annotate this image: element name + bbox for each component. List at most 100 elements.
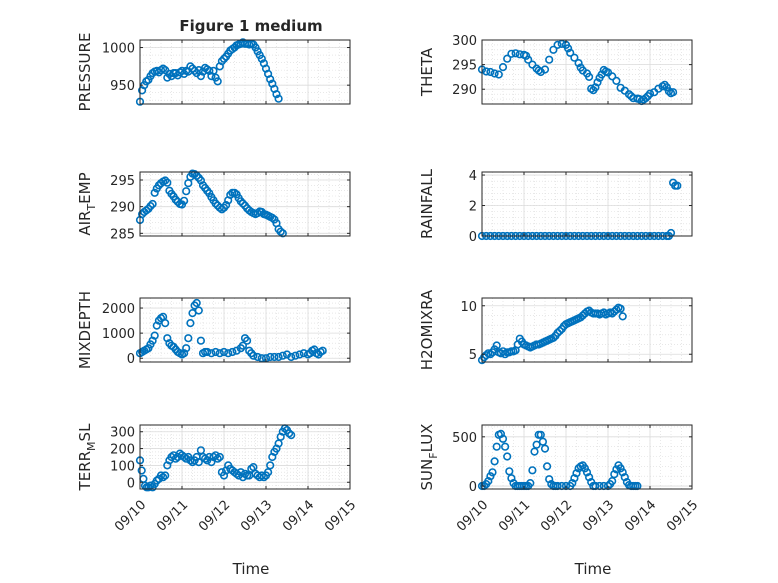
y-tick-label: 1000	[102, 42, 135, 57]
data-point	[274, 352, 283, 362]
y-tick-label: 290	[110, 201, 135, 216]
data-point	[492, 442, 501, 451]
data-point	[266, 352, 275, 362]
panel-h2omixra: 5 10 H2OMIXRA	[418, 289, 693, 370]
data-point	[673, 181, 682, 190]
data-point	[196, 336, 205, 345]
axes-box	[481, 171, 693, 237]
y-tick-label: 300	[452, 34, 477, 49]
data-point	[501, 442, 510, 451]
data-point	[488, 468, 497, 477]
data-point	[266, 75, 275, 84]
data-point	[616, 304, 625, 313]
data-point	[566, 48, 575, 57]
data-point	[608, 72, 617, 81]
x-tick-label: 09/12	[538, 498, 575, 535]
x-tick-label: 09/10	[454, 498, 491, 535]
y-tick-label: 290	[452, 83, 477, 98]
data-point	[555, 326, 564, 336]
data-point	[137, 466, 146, 475]
data-point	[161, 176, 170, 185]
data-point	[196, 71, 205, 81]
y-tick-label: 5	[469, 348, 477, 363]
y-tick-label: 1000	[102, 327, 135, 342]
x-tick-label: 09/12	[196, 498, 233, 535]
data-point	[213, 77, 222, 86]
x-axis-label-right: Time	[574, 560, 612, 578]
data-point	[186, 319, 195, 328]
data-point	[161, 319, 170, 328]
data-point	[498, 62, 508, 72]
data-point	[612, 305, 621, 314]
y-axis-label: H2OMIXRA	[418, 289, 436, 370]
data-point	[146, 202, 155, 211]
data-point	[641, 93, 650, 103]
axes-box	[139, 297, 351, 363]
data-point	[503, 452, 512, 461]
panel-theta: 290 295 300 THETA	[418, 34, 693, 106]
data-point	[511, 49, 520, 58]
data-point	[163, 178, 172, 187]
data-point	[570, 53, 579, 62]
data-point	[222, 201, 231, 210]
y-tick-label: 0	[469, 230, 477, 245]
data-point	[593, 78, 602, 87]
data-point	[318, 346, 327, 355]
y-tick-label: 0	[127, 476, 135, 491]
data-point	[150, 331, 159, 340]
data-point	[563, 44, 573, 53]
data-point	[224, 349, 233, 358]
data-point	[549, 45, 558, 54]
data-point	[295, 350, 304, 359]
data-point	[645, 89, 655, 98]
data-point	[545, 55, 554, 64]
y-tick-label: 295	[452, 59, 477, 74]
data-point	[243, 336, 252, 345]
y-axis-label: AIRTEMP	[76, 172, 98, 235]
y-axis-label: PRESSURE	[76, 33, 94, 112]
data-point	[498, 434, 508, 443]
data-point	[266, 461, 275, 470]
data-point	[194, 306, 203, 315]
y-axis-label: TERRMSL	[76, 423, 98, 492]
data-point	[528, 466, 537, 475]
data-point	[270, 352, 279, 362]
data-point	[526, 479, 535, 488]
data-point	[287, 431, 296, 440]
data-point	[186, 62, 195, 71]
panel-air-temp: 285 290 295 AIRTEMP	[76, 169, 351, 242]
data-point	[557, 39, 566, 49]
data-point	[217, 56, 226, 66]
data-point	[584, 72, 594, 81]
data-point	[532, 440, 541, 449]
axes-box	[139, 171, 351, 237]
y-axis-label: MIXDEPTH	[76, 291, 94, 369]
data-point	[490, 457, 499, 466]
data-point	[180, 196, 189, 205]
data-point	[553, 40, 562, 50]
data-point	[287, 352, 296, 362]
data-point	[219, 54, 229, 63]
data-point	[486, 67, 495, 77]
y-tick-label: 10	[460, 300, 477, 315]
data-point	[540, 65, 550, 74]
data-point	[536, 430, 545, 439]
y-tick-label: 100	[110, 459, 135, 474]
data-point	[257, 54, 266, 63]
data-point	[664, 87, 674, 96]
panel-mixdepth: 0 1000 2000 MIXDEPTH	[76, 291, 351, 369]
data-point	[182, 344, 191, 353]
y-tick-label: 285	[110, 227, 135, 242]
data-point	[524, 55, 533, 64]
data-point	[482, 351, 491, 360]
data-point	[211, 347, 220, 357]
x-tick-label: 09/10	[112, 498, 149, 535]
x-tick-label: 09/15	[322, 498, 359, 535]
data-point	[194, 458, 203, 467]
data-point	[291, 351, 300, 360]
data-point	[192, 298, 201, 308]
y-tick-label: 950	[110, 79, 135, 94]
axes-box	[481, 424, 693, 490]
